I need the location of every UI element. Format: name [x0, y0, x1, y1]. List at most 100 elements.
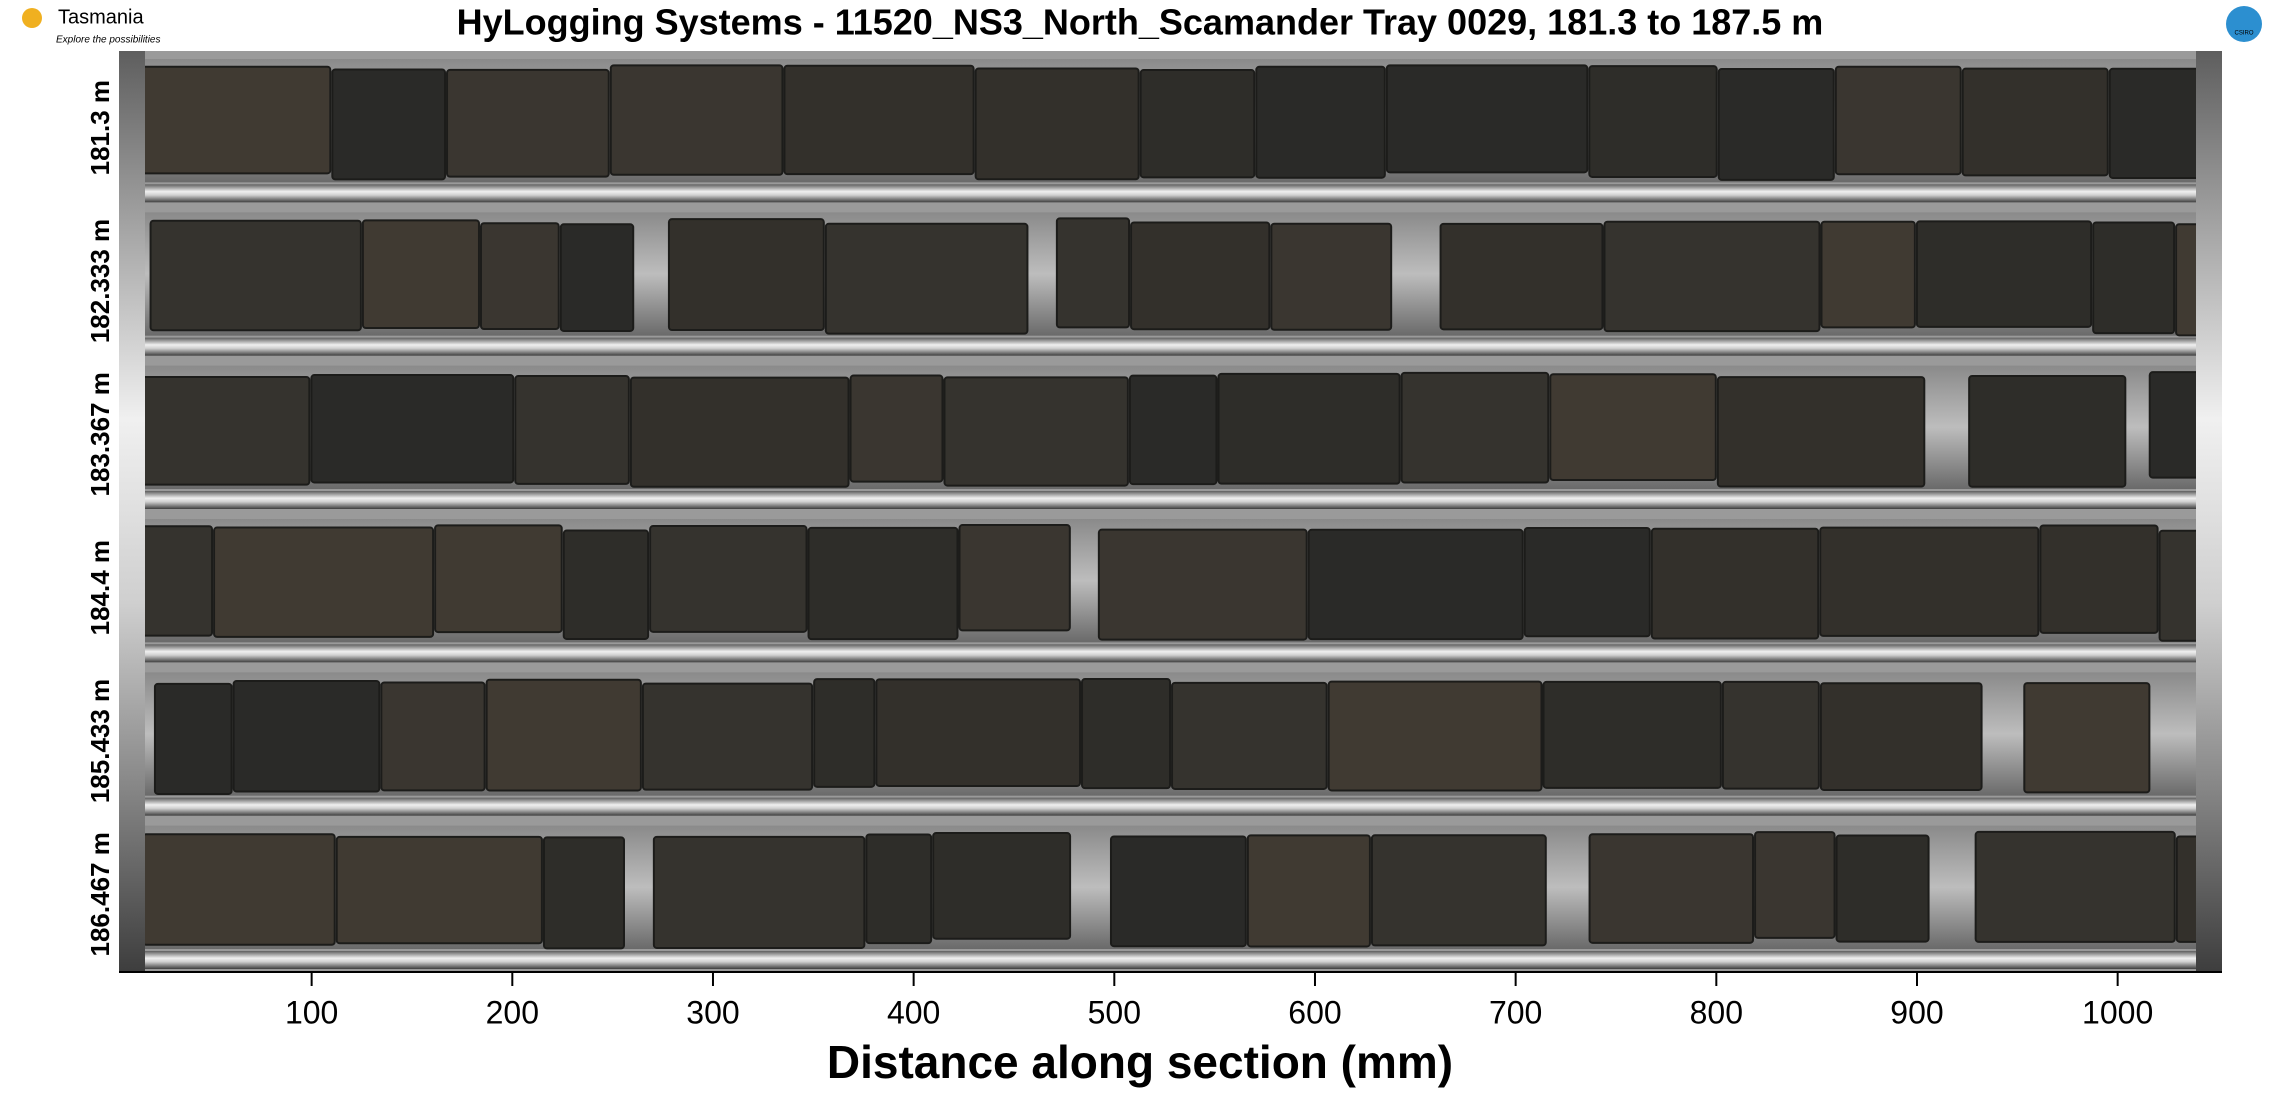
core-piece [1754, 831, 1836, 939]
core-piece [232, 679, 381, 793]
row-depth-label: 182.333 m [85, 219, 115, 343]
x-tick-label: 800 [1690, 994, 1743, 1030]
x-tick-label: 100 [285, 994, 338, 1030]
tray-divider [119, 797, 2222, 816]
core-piece [153, 682, 233, 795]
core-piece [667, 218, 825, 332]
core-piece [875, 678, 1082, 787]
core-piece [1650, 527, 1820, 640]
core-piece [1270, 222, 1393, 331]
x-tick-label: 200 [486, 994, 539, 1030]
core-piece [1171, 681, 1328, 790]
logo-name: Tasmania [58, 6, 144, 28]
logo-csiro: CSIRO [2226, 6, 2262, 42]
core-piece [1588, 833, 1755, 944]
tray-divider [119, 644, 2222, 663]
core-piece [1217, 372, 1401, 485]
core-piece [1968, 375, 2127, 488]
core-piece [849, 374, 944, 483]
core-piece [865, 833, 933, 945]
core-piece [1716, 376, 1926, 488]
row-depth-label: 185.433 m [85, 679, 115, 803]
tray-divider [119, 184, 2222, 203]
core-piece [479, 222, 560, 331]
core-piece [824, 222, 1029, 335]
core-piece [2039, 524, 2159, 634]
core-tray [119, 51, 2222, 971]
core-piece [1055, 217, 1131, 329]
title: HyLogging Systems - 11520_NS3_North_Scam… [457, 2, 1824, 43]
logo-tagline: Explore the possibilities [56, 35, 161, 46]
core-piece [649, 525, 808, 633]
core-piece [1097, 528, 1308, 641]
core-piece [1307, 528, 1524, 641]
core-piece [542, 836, 625, 950]
core-piece [1549, 373, 1717, 482]
core-piece [1370, 834, 1547, 947]
core-piece [783, 64, 975, 176]
logo-csiro-text: CSIRO [2234, 31, 2253, 37]
x-tick-label: 600 [1288, 994, 1341, 1030]
row-depth-label: 184.4 m [85, 540, 115, 635]
x-tick-label: 900 [1890, 994, 1943, 1030]
core-piece [1603, 220, 1821, 333]
core-piece [310, 374, 515, 484]
row-depth-label: 183.367 m [85, 372, 115, 496]
core-piece [1721, 680, 1820, 790]
core-piece [932, 832, 1072, 940]
tray-divider [119, 337, 2222, 356]
core-piece [485, 678, 642, 792]
core-piece [1246, 834, 1371, 948]
core-piece [1819, 526, 2040, 637]
core-piece [1439, 222, 1604, 331]
core-piece [813, 678, 876, 788]
row-depth-label: 181.3 m [85, 80, 115, 175]
core-piece [213, 526, 435, 638]
core-piece [335, 835, 543, 945]
core-piece [131, 375, 311, 486]
core-piece [958, 524, 1071, 632]
x-tick-label: 700 [1489, 994, 1542, 1030]
core-piece [142, 833, 336, 946]
core-piece [331, 68, 447, 181]
x-axis-label: Distance along section (mm) [827, 1036, 1453, 1088]
core-piece [641, 682, 814, 791]
core-piece [446, 68, 610, 178]
core-piece [1915, 220, 2093, 328]
core-piece [1109, 835, 1247, 948]
core-piece [974, 67, 1140, 181]
row-depth-label: 186.467 m [85, 832, 115, 956]
core-piece [1820, 220, 1916, 329]
core-piece [1400, 371, 1550, 484]
core-piece [943, 376, 1129, 487]
core-piece [1974, 830, 2176, 943]
core-piece [514, 375, 630, 485]
core-piece [1835, 834, 1930, 943]
core-piece [122, 65, 332, 175]
core-piece [562, 529, 650, 640]
tray-edge-right [2196, 51, 2222, 971]
core-piece [1588, 65, 1718, 178]
core-piece [807, 526, 959, 641]
core-piece [1081, 678, 1172, 790]
core-piece [629, 376, 850, 488]
core-piece [652, 835, 866, 949]
tray-edge-left [119, 51, 145, 971]
core-piece [434, 524, 563, 634]
core-piece [2092, 221, 2176, 335]
core-piece [1819, 682, 1983, 791]
tray-divider [119, 951, 2222, 969]
core-piece [1523, 526, 1651, 638]
core-piece [1327, 680, 1543, 792]
core-piece [1128, 374, 1218, 486]
core-piece [149, 219, 362, 332]
core-piece [609, 64, 784, 176]
core-piece [1255, 65, 1386, 179]
x-tick-label: 300 [686, 994, 739, 1030]
core-piece [2023, 682, 2151, 794]
logo-tasmania: Tasmania Explore the possibilities [22, 6, 161, 46]
core-piece [1385, 64, 1589, 174]
core-piece [1717, 67, 1835, 181]
